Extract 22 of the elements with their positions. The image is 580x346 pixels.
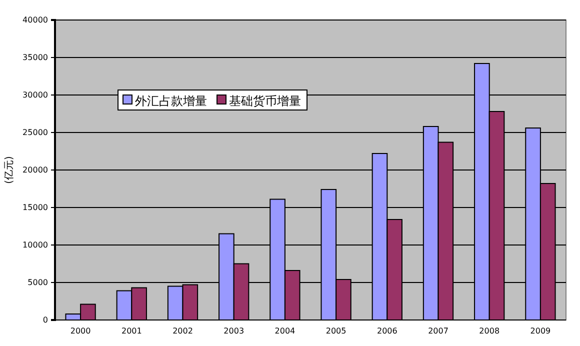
y-tick-label: 30000 [22,90,48,100]
x-tick-label: 2001 [121,326,142,336]
y-tick-label: 20000 [22,166,48,175]
x-tick-label: 2003 [224,326,244,336]
legend-label: 外汇占款增量 [135,94,207,108]
x-tick-label: 2004 [274,326,296,336]
x-tick-label: 2007 [428,326,448,336]
y-tick-label: 0 [42,316,48,325]
y-tick-label: 25000 [22,128,48,138]
legend-label: 基础货币增量 [229,94,301,108]
y-tick-label: 10000 [22,240,48,250]
y-axis-title: (亿元) [4,156,15,184]
y-tick-label: 40000 [22,16,48,25]
y-tick-label: 35000 [22,53,48,62]
x-tick-label: 2009 [530,326,551,336]
x-tick-label: 2000 [70,326,91,336]
x-tick-label: 2002 [172,326,193,336]
x-tick-label: 2006 [376,326,398,336]
y-tick-label: 5000 [28,278,48,288]
y-tick-label: 15000 [22,203,48,212]
x-tick-label: 2008 [479,326,500,336]
x-tick-label: 2005 [326,326,346,336]
